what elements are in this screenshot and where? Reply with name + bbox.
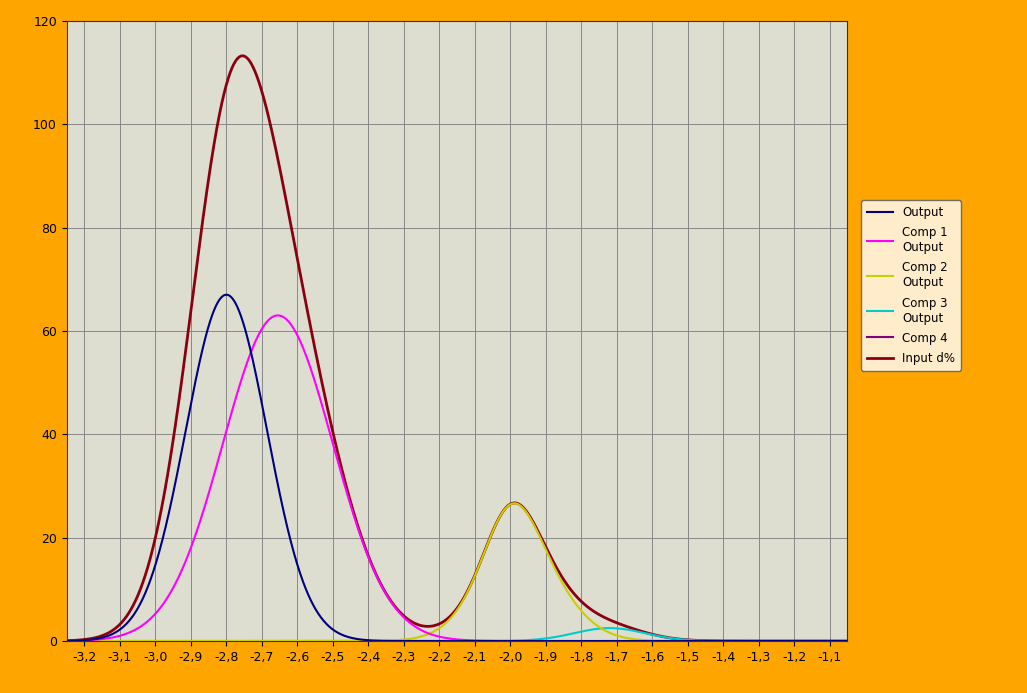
Legend: Output, Comp 1
Output, Comp 2
Output, Comp 3
Output, Comp 4, Input d%: Output, Comp 1 Output, Comp 2 Output, Co… <box>861 200 961 371</box>
